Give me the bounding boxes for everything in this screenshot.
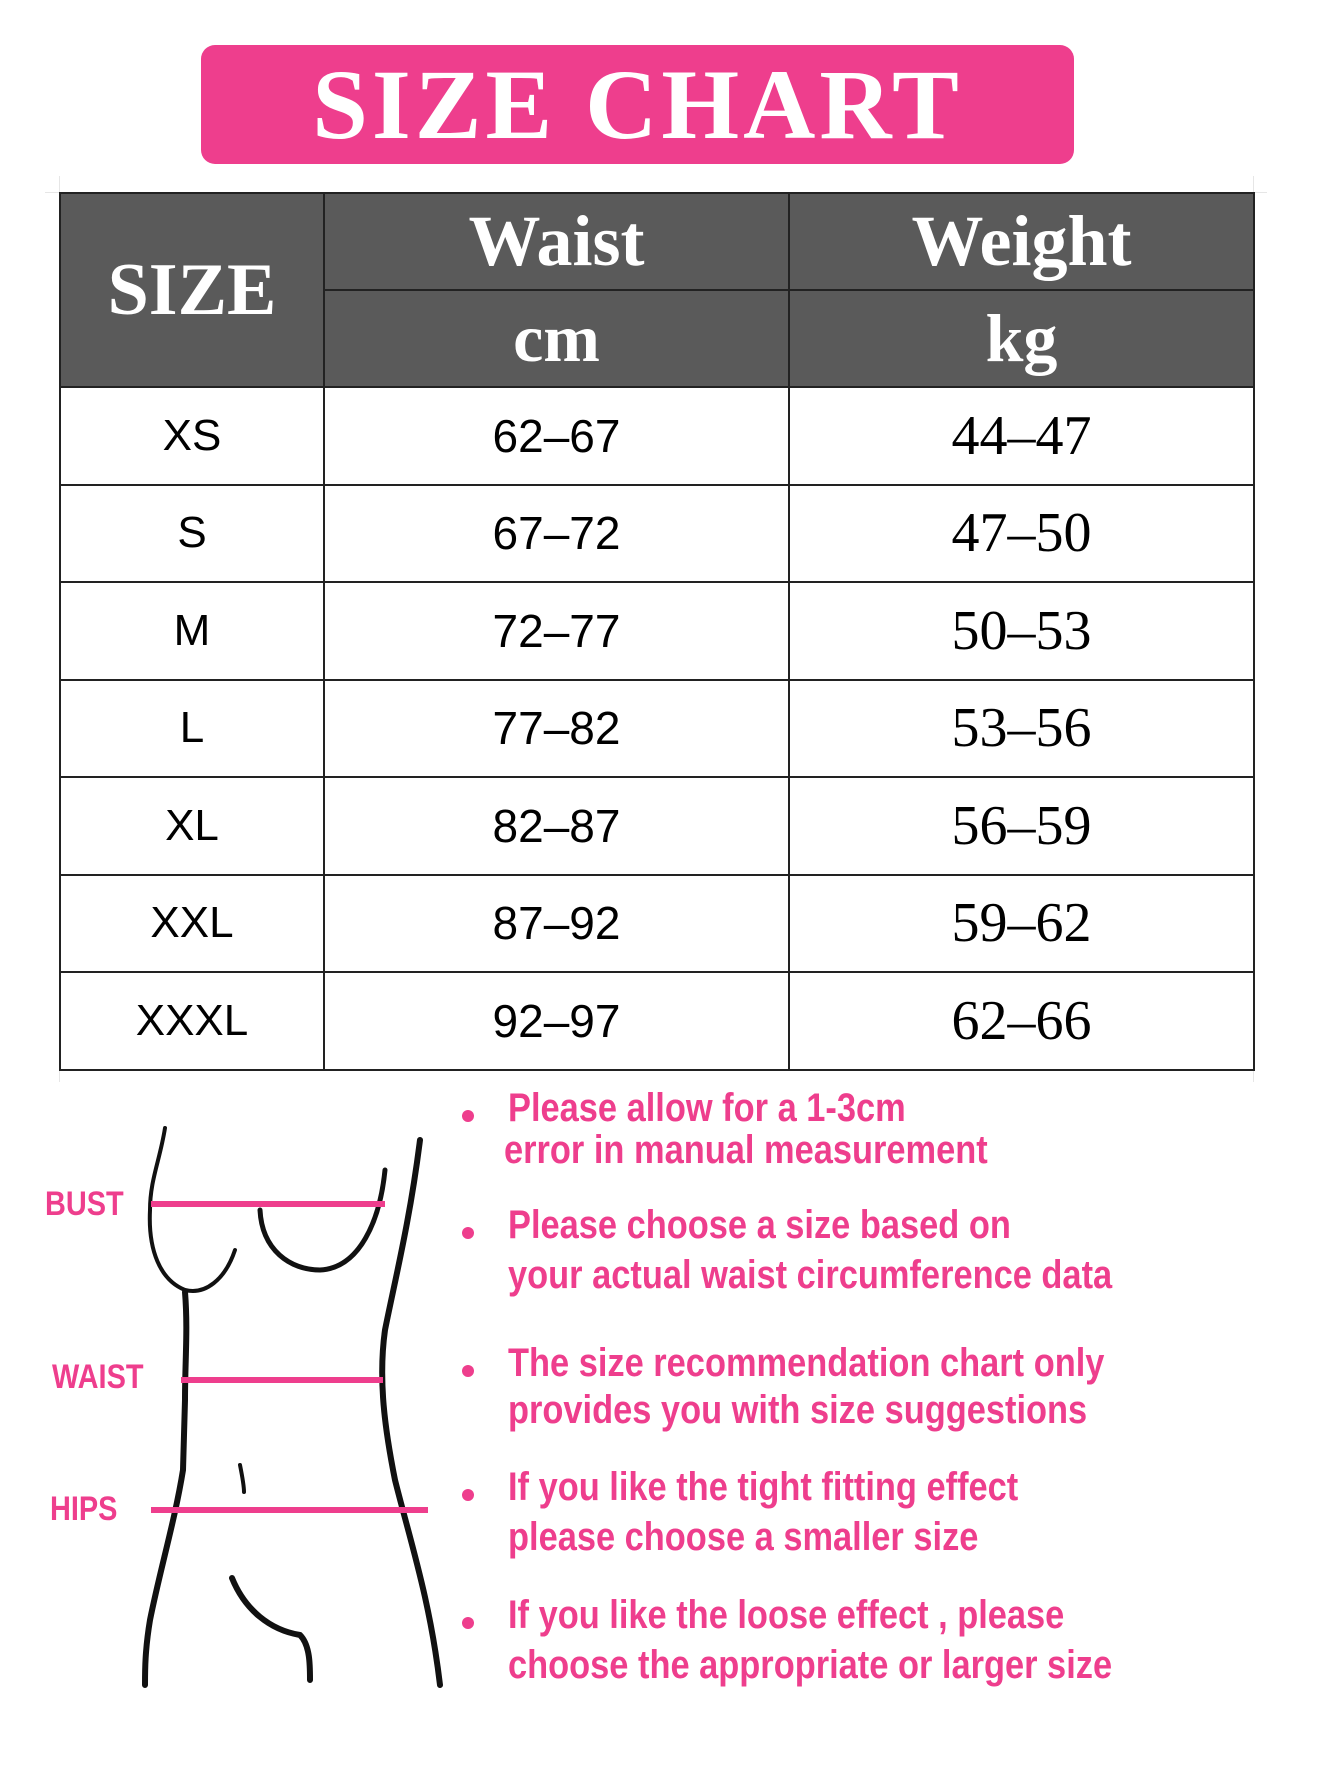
- cell-waist: 87–92: [323, 873, 790, 973]
- note-line: error in manual measurement: [504, 1128, 988, 1172]
- waist-label: WAIST: [52, 1358, 144, 1396]
- size-table: SIZE Waist Weight cm kg XS 62–67 44–47 S 67–…: [59, 192, 1255, 1071]
- table-row: XXXL 92–97 62–66: [59, 971, 1255, 1071]
- table-row: XL 82–87 56–59: [59, 776, 1255, 876]
- cell-waist: 72–77: [323, 581, 790, 681]
- cell-waist: 77–82: [323, 678, 790, 778]
- cell-size: XXL: [59, 873, 325, 973]
- cell-waist: 82–87: [323, 776, 790, 876]
- cell-weight: 62–66: [788, 971, 1255, 1071]
- note-line: provides you with size suggestions: [508, 1388, 1088, 1432]
- note-line: The size recommendation chart only: [508, 1341, 1105, 1385]
- hips-label: HIPS: [50, 1490, 118, 1528]
- cell-size: S: [59, 483, 325, 583]
- cell-weight: 50–53: [788, 581, 1255, 681]
- note-line: Please choose a size based on: [508, 1203, 1011, 1247]
- bullet-icon: [462, 1227, 474, 1239]
- cell-weight: 59–62: [788, 873, 1255, 973]
- note-line: your actual waist circumference data: [508, 1253, 1113, 1297]
- cell-waist: 62–67: [323, 386, 790, 486]
- note-line: Please allow for a 1-3cm: [508, 1086, 906, 1130]
- cell-waist: 67–72: [323, 483, 790, 583]
- table-row: XS 62–67 44–47: [59, 386, 1255, 486]
- header-weight-unit: kg: [788, 289, 1255, 388]
- bullet-icon: [462, 1617, 474, 1629]
- cell-size: M: [59, 581, 325, 681]
- table-row: M 72–77 50–53: [59, 581, 1255, 681]
- note-line: If you like the tight fitting effect: [508, 1465, 1019, 1509]
- note-line: please choose a smaller size: [508, 1515, 979, 1559]
- header-waist: Waist: [323, 192, 790, 291]
- cell-size: XS: [59, 386, 325, 486]
- cell-size: XXXL: [59, 971, 325, 1071]
- cell-weight: 47–50: [788, 483, 1255, 583]
- cell-weight: 56–59: [788, 776, 1255, 876]
- bust-label: BUST: [45, 1185, 124, 1223]
- note-line: If you like the loose effect , please: [508, 1593, 1065, 1637]
- bullet-icon: [462, 1365, 474, 1377]
- header-weight: Weight: [788, 192, 1255, 291]
- note-line: choose the appropriate or larger size: [508, 1643, 1113, 1687]
- cell-weight: 53–56: [788, 678, 1255, 778]
- body-figure-illustration: [142, 1126, 443, 1688]
- cell-size: XL: [59, 776, 325, 876]
- bullet-icon: [462, 1110, 474, 1122]
- header-size: SIZE: [59, 192, 325, 388]
- cell-waist: 92–97: [323, 971, 790, 1071]
- cell-weight: 44–47: [788, 386, 1255, 486]
- page-title: SIZE CHART: [312, 48, 963, 160]
- table-row: XXL 87–92 59–62: [59, 873, 1255, 973]
- cell-size: L: [59, 678, 325, 778]
- table-row: L 77–82 53–56: [59, 678, 1255, 778]
- bullet-icon: [462, 1489, 474, 1501]
- table-row: S 67–72 47–50: [59, 483, 1255, 583]
- title-banner: SIZE CHART: [201, 45, 1074, 164]
- header-waist-unit: cm: [323, 289, 790, 388]
